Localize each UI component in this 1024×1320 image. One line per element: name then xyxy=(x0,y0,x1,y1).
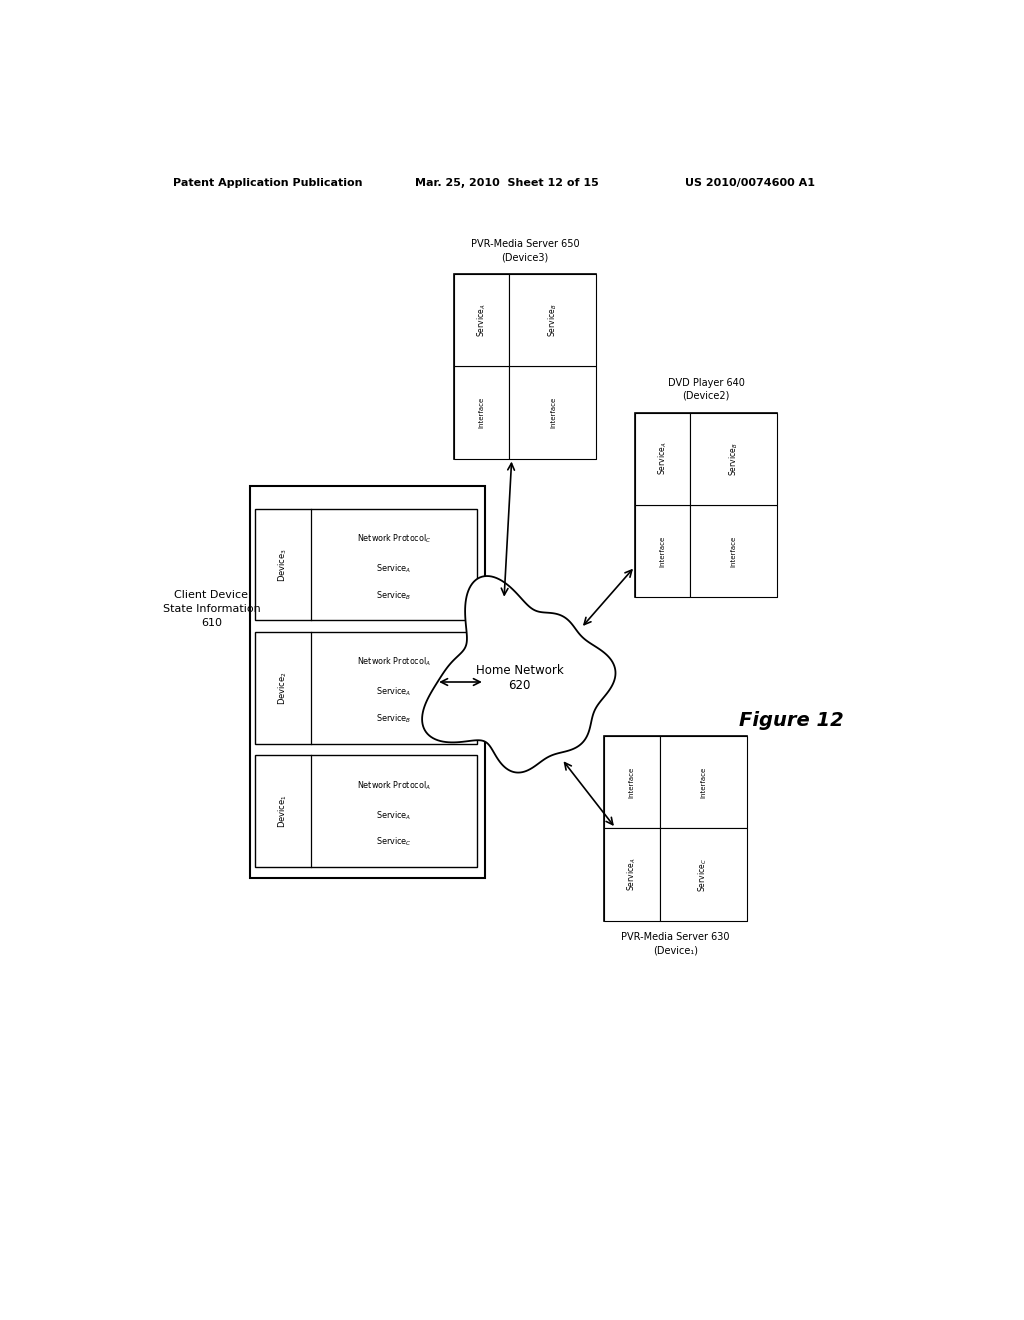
Text: Device$_2$: Device$_2$ xyxy=(276,671,289,705)
Text: Service$_B$: Service$_B$ xyxy=(728,442,740,475)
Text: Service$_A$: Service$_A$ xyxy=(377,686,412,698)
FancyBboxPatch shape xyxy=(454,367,509,459)
FancyBboxPatch shape xyxy=(690,413,777,506)
Polygon shape xyxy=(422,576,615,772)
Text: Service$_C$: Service$_C$ xyxy=(376,836,412,849)
Text: Client Device
State Information
610: Client Device State Information 610 xyxy=(163,590,260,628)
Text: Network Protocol$_A$: Network Protocol$_A$ xyxy=(357,779,431,792)
Text: Service$_B$: Service$_B$ xyxy=(547,304,559,337)
Text: Home Network
620: Home Network 620 xyxy=(475,664,563,692)
FancyBboxPatch shape xyxy=(255,755,477,867)
Text: Service$_A$: Service$_A$ xyxy=(626,858,638,891)
Text: Patent Application Publication: Patent Application Publication xyxy=(173,178,362,187)
Text: Interface: Interface xyxy=(731,536,737,566)
FancyBboxPatch shape xyxy=(454,275,596,459)
Text: Device$_3$: Device$_3$ xyxy=(276,548,289,582)
Text: Interface: Interface xyxy=(478,397,484,428)
Text: PVR-Media Server 650
(Device3): PVR-Media Server 650 (Device3) xyxy=(471,239,580,263)
FancyBboxPatch shape xyxy=(604,737,746,921)
FancyBboxPatch shape xyxy=(509,367,596,459)
Text: Network Protocol$_A$: Network Protocol$_A$ xyxy=(357,656,431,668)
FancyBboxPatch shape xyxy=(250,486,484,878)
Text: Interface: Interface xyxy=(659,536,666,566)
FancyBboxPatch shape xyxy=(604,737,659,829)
FancyBboxPatch shape xyxy=(454,275,509,367)
FancyBboxPatch shape xyxy=(255,508,477,620)
Text: Service$_B$: Service$_B$ xyxy=(376,713,412,725)
FancyBboxPatch shape xyxy=(635,506,690,598)
FancyBboxPatch shape xyxy=(635,413,690,506)
FancyBboxPatch shape xyxy=(659,737,746,829)
Text: Device$_1$: Device$_1$ xyxy=(276,795,289,828)
Text: Interface: Interface xyxy=(629,767,635,797)
FancyBboxPatch shape xyxy=(690,506,777,598)
Text: PVR-Media Server 630
(Device₁): PVR-Media Server 630 (Device₁) xyxy=(622,932,729,956)
Text: US 2010/0074600 A1: US 2010/0074600 A1 xyxy=(685,178,815,187)
Text: Service$_A$: Service$_A$ xyxy=(377,809,412,821)
Text: Service$_B$: Service$_B$ xyxy=(376,590,412,602)
FancyBboxPatch shape xyxy=(509,275,596,367)
FancyBboxPatch shape xyxy=(659,829,746,921)
FancyBboxPatch shape xyxy=(255,632,477,743)
Text: Interface: Interface xyxy=(700,767,707,797)
Text: Mar. 25, 2010  Sheet 12 of 15: Mar. 25, 2010 Sheet 12 of 15 xyxy=(416,178,599,187)
Text: Service$_A$: Service$_A$ xyxy=(475,304,487,337)
Text: Network Protocol$_C$: Network Protocol$_C$ xyxy=(356,533,431,545)
FancyBboxPatch shape xyxy=(604,829,659,921)
Text: Figure 12: Figure 12 xyxy=(739,711,844,730)
Text: Interface: Interface xyxy=(550,397,556,428)
Text: DVD Player 640
(Device2): DVD Player 640 (Device2) xyxy=(668,378,744,401)
Text: Service$_A$: Service$_A$ xyxy=(377,562,412,576)
Text: Service$_C$: Service$_C$ xyxy=(696,858,710,891)
Text: Service$_A$: Service$_A$ xyxy=(656,442,669,475)
FancyBboxPatch shape xyxy=(635,413,777,598)
